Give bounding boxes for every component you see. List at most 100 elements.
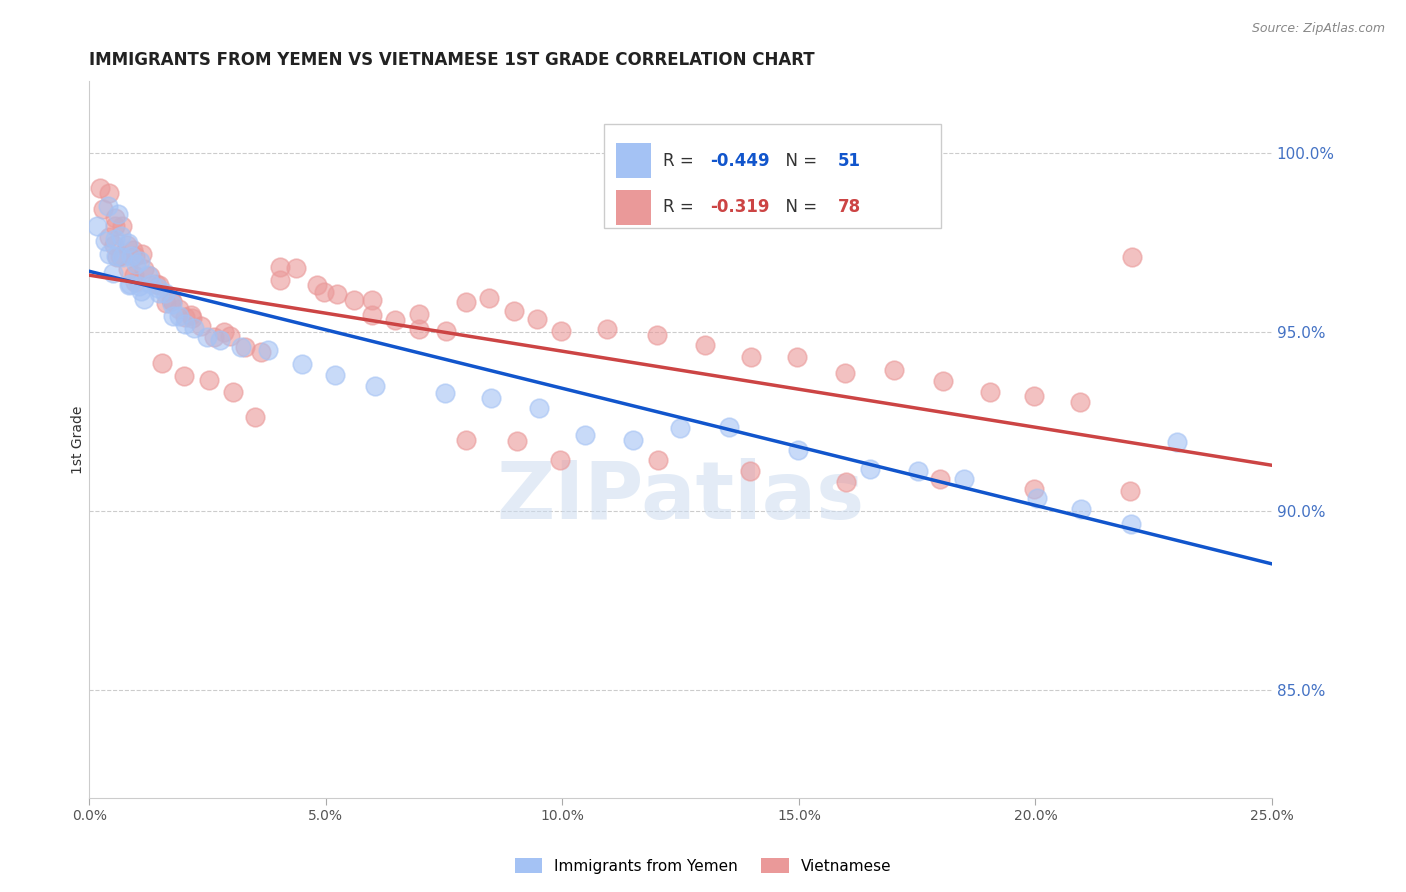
Point [361,293,384,307]
Point [233,341,256,355]
Y-axis label: 1st Grade: 1st Grade [72,405,86,474]
Point [104,250,127,264]
Point [284,260,307,275]
Point [932,374,955,388]
Point [117,262,139,277]
Point [929,472,952,486]
Point [162,309,184,323]
Point [98,247,121,261]
Text: N =: N = [775,198,823,217]
Point [86,219,108,233]
Point [131,247,153,261]
Point [249,345,271,359]
Point [478,291,501,305]
Point [454,295,477,310]
Point [132,292,155,306]
Point [129,285,152,299]
Point [454,433,477,447]
Point [160,296,183,310]
Point [124,275,146,289]
Point [953,472,976,486]
Point [834,366,856,380]
Point [257,343,280,357]
Point [117,236,139,251]
Point [169,310,191,324]
Text: ZIPatlas: ZIPatlas [496,458,865,536]
Point [104,219,127,234]
Point [907,464,929,478]
Point [548,453,571,467]
Point [621,434,644,448]
Point [526,311,548,326]
Legend: Immigrants from Yemen, Vietnamese: Immigrants from Yemen, Vietnamese [509,852,897,880]
Point [122,268,145,283]
Point [222,384,245,399]
Point [1121,250,1143,264]
Point [173,369,195,384]
Point [269,273,291,287]
Point [107,207,129,221]
Point [647,453,669,467]
Point [174,317,197,331]
Text: -0.449: -0.449 [710,152,770,169]
Point [245,409,267,424]
Point [343,293,366,307]
Point [669,421,692,435]
Point [146,281,169,295]
Point [198,373,221,387]
Point [1026,491,1049,506]
Point [103,211,125,226]
Point [384,313,406,327]
Point [527,401,550,416]
Point [103,237,125,252]
Point [695,337,717,351]
Point [148,286,170,301]
Point [180,308,202,322]
Point [212,326,235,340]
Point [111,219,134,233]
Text: R =: R = [662,198,699,217]
Point [174,310,197,325]
Point [1024,389,1046,403]
Point [269,260,291,274]
FancyBboxPatch shape [603,124,941,228]
Point [138,269,160,284]
Point [197,330,219,344]
Point [1166,434,1188,449]
Point [364,379,387,393]
Text: 78: 78 [838,198,860,217]
Point [834,475,856,489]
Text: Source: ZipAtlas.com: Source: ZipAtlas.com [1251,22,1385,36]
Point [1022,482,1045,496]
Point [1069,395,1091,409]
Point [979,385,1001,400]
Point [117,237,139,252]
Point [596,322,619,336]
Point [91,202,114,217]
Point [162,293,184,308]
Point [110,229,132,244]
Point [155,285,177,300]
Point [160,293,183,307]
Point [105,251,128,265]
Point [645,327,668,342]
Point [323,368,346,382]
Point [717,420,740,434]
Text: N =: N = [775,152,823,169]
Point [136,268,159,282]
Point [434,324,457,338]
Text: IMMIGRANTS FROM YEMEN VS VIETNAMESE 1ST GRADE CORRELATION CHART: IMMIGRANTS FROM YEMEN VS VIETNAMESE 1ST … [90,51,815,69]
Point [111,251,134,265]
Point [218,329,240,343]
Point [181,311,204,326]
Point [506,434,529,448]
Point [859,461,882,475]
Point [202,330,225,344]
Point [141,277,163,291]
Point [150,356,173,370]
Point [148,278,170,293]
Point [129,254,152,268]
Point [434,385,457,400]
Point [120,249,142,263]
Point [128,279,150,293]
